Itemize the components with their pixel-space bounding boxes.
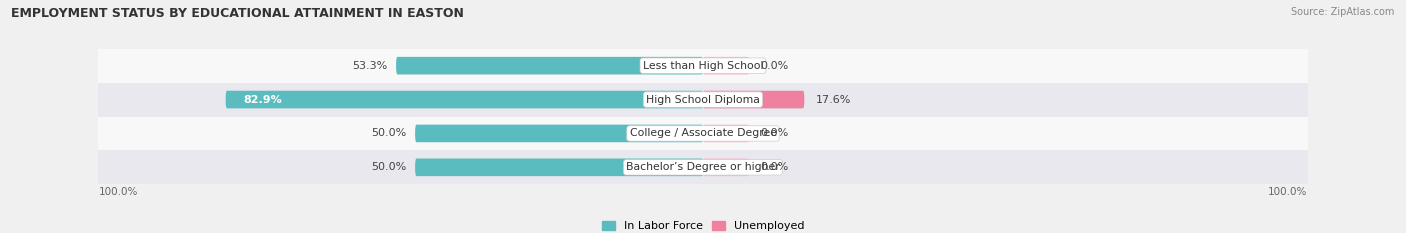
Text: 0.0%: 0.0% bbox=[761, 61, 789, 71]
FancyBboxPatch shape bbox=[703, 91, 804, 108]
FancyBboxPatch shape bbox=[415, 125, 703, 142]
Text: 50.0%: 50.0% bbox=[371, 128, 406, 138]
Bar bbox=[98, 116, 1308, 150]
Text: 50.0%: 50.0% bbox=[371, 162, 406, 172]
FancyBboxPatch shape bbox=[226, 91, 703, 108]
Text: 100.0%: 100.0% bbox=[1268, 187, 1308, 197]
Text: Source: ZipAtlas.com: Source: ZipAtlas.com bbox=[1291, 7, 1395, 17]
Text: Bachelor’s Degree or higher: Bachelor’s Degree or higher bbox=[626, 162, 780, 172]
Text: 100.0%: 100.0% bbox=[98, 187, 138, 197]
Text: 17.6%: 17.6% bbox=[815, 95, 851, 105]
FancyBboxPatch shape bbox=[415, 158, 703, 176]
Text: 0.0%: 0.0% bbox=[761, 128, 789, 138]
FancyBboxPatch shape bbox=[703, 57, 749, 75]
Text: 53.3%: 53.3% bbox=[353, 61, 388, 71]
Text: 0.0%: 0.0% bbox=[761, 162, 789, 172]
Text: 82.9%: 82.9% bbox=[243, 95, 281, 105]
Text: EMPLOYMENT STATUS BY EDUCATIONAL ATTAINMENT IN EASTON: EMPLOYMENT STATUS BY EDUCATIONAL ATTAINM… bbox=[11, 7, 464, 20]
Bar bbox=[98, 150, 1308, 184]
Legend: In Labor Force, Unemployed: In Labor Force, Unemployed bbox=[599, 218, 807, 233]
Bar bbox=[98, 83, 1308, 116]
FancyBboxPatch shape bbox=[703, 158, 749, 176]
Bar bbox=[98, 49, 1308, 83]
Text: Less than High School: Less than High School bbox=[643, 61, 763, 71]
FancyBboxPatch shape bbox=[703, 125, 749, 142]
Text: College / Associate Degree: College / Associate Degree bbox=[630, 128, 776, 138]
Text: High School Diploma: High School Diploma bbox=[647, 95, 759, 105]
FancyBboxPatch shape bbox=[396, 57, 703, 75]
